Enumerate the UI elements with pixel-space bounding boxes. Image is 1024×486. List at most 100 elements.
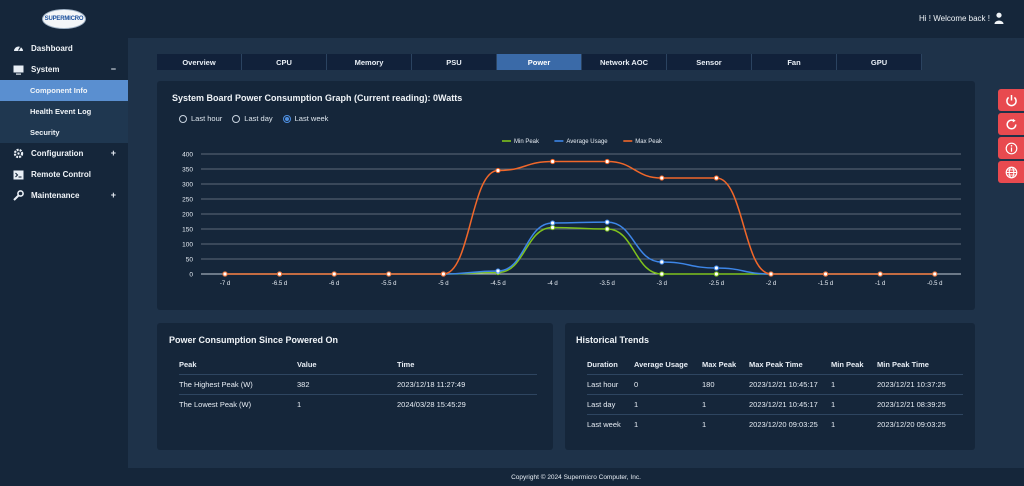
sidebar-item-health-event-log[interactable]: Health Event Log	[0, 101, 128, 122]
expand-icon[interactable]: +	[110, 190, 116, 200]
quick-actions	[996, 89, 1024, 185]
top-bar: SUPERMICRO Hi ! Welcome back !	[0, 0, 1024, 38]
column-header: Min Peak	[831, 359, 864, 369]
footer: Copyright © 2024 Supermicro Computer, In…	[128, 468, 1024, 486]
data-point	[331, 271, 337, 277]
table-cell: The Lowest Peak (W)	[179, 393, 297, 414]
x-tick-label: -0.5 d	[927, 281, 942, 287]
collapse-icon[interactable]: −	[110, 64, 116, 74]
y-tick-label: 0	[189, 272, 193, 279]
x-tick-label: -1 d	[875, 281, 885, 287]
table-cell: 1	[297, 393, 397, 414]
logo-text: SUPERMICRO	[44, 16, 84, 22]
component-tabs: Overview CPU Memory PSU Power Network AO…	[157, 54, 922, 70]
sidebar-item-label: Maintenance	[31, 191, 80, 200]
sidebar-item-configuration[interactable]: Configuration +	[0, 143, 128, 164]
language-button[interactable]	[998, 161, 1024, 183]
radio-last-day[interactable]: Last day	[232, 114, 273, 123]
y-tick-label: 150	[182, 227, 193, 234]
column-header: Time	[397, 359, 415, 369]
data-point	[659, 175, 665, 181]
user-icon[interactable]	[994, 12, 1004, 24]
dashboard-icon	[12, 43, 24, 55]
table-row: Last hour 0 180 2023/12/21 10:45:17 1 20…	[587, 373, 963, 394]
sidebar-item-remote-control[interactable]: Remote Control	[0, 164, 128, 185]
y-tick-label: 100	[182, 242, 193, 249]
column-header: Value	[297, 359, 317, 369]
refresh-button[interactable]	[998, 113, 1024, 135]
tab-power[interactable]: Power	[497, 54, 582, 70]
table-cell: 1	[702, 393, 749, 414]
data-point	[659, 259, 665, 265]
series-line	[225, 221, 935, 275]
y-tick-label: 50	[186, 257, 194, 264]
tab-overview[interactable]: Overview	[157, 54, 242, 70]
y-tick-label: 200	[182, 212, 193, 219]
tab-sensor[interactable]: Sensor	[667, 54, 752, 70]
data-point	[277, 271, 283, 277]
x-tick-label: -4.5 d	[490, 281, 505, 287]
wrench-icon	[12, 190, 24, 202]
power-consumption-chart: 0 50 100 150 200 250 300 350 400 -7 d -6.5 d -6 d -5…	[182, 139, 961, 287]
x-tick-label: -7 d	[220, 281, 230, 287]
column-header: Min Peak Time	[877, 359, 929, 369]
tab-psu[interactable]: PSU	[412, 54, 497, 70]
tab-gpu[interactable]: GPU	[837, 54, 922, 70]
table-row: The Highest Peak (W) 382 2023/12/18 11:2…	[179, 373, 537, 394]
table-cell: 2023/12/21 10:45:17	[749, 373, 831, 394]
legend-label: Average Usage	[566, 139, 608, 145]
radio-dot	[179, 114, 187, 123]
data-point	[386, 271, 392, 277]
column-header: Max Peak	[702, 359, 737, 369]
sidebar-item-dashboard[interactable]: Dashboard	[0, 38, 128, 59]
series-line	[225, 226, 935, 275]
data-point	[550, 158, 556, 165]
data-point	[550, 220, 556, 226]
sidebar-item-label: Dashboard	[31, 44, 73, 53]
table-cell: Last hour	[587, 373, 634, 394]
data-point	[495, 167, 501, 174]
sidebar-item-maintenance[interactable]: Maintenance +	[0, 185, 128, 206]
expand-icon[interactable]: +	[110, 148, 116, 158]
power-consumption-title: Power Consumption Since Powered On	[169, 335, 339, 345]
table-cell: 180	[702, 373, 749, 394]
sidebar: Dashboard System − Component Info Health…	[0, 38, 128, 486]
table-cell: 2023/12/20 09:03:25	[749, 413, 831, 434]
radio-last-week[interactable]: Last week	[282, 114, 329, 123]
info-button[interactable]	[998, 137, 1024, 159]
x-tick-label: -5.5 d	[381, 281, 396, 287]
supermicro-logo[interactable]: SUPERMICRO	[42, 9, 86, 29]
power-consumption-panel: Power Consumption Since Powered On Peak …	[157, 323, 553, 450]
sidebar-item-label: Configuration	[31, 149, 84, 158]
data-point	[550, 224, 556, 231]
tab-network-aoc[interactable]: Network AOC	[582, 54, 667, 70]
sidebar-item-component-info[interactable]: Component Info	[0, 80, 128, 101]
power-consumption-table: Peak Value Time The Highest Peak (W) 382…	[179, 355, 537, 414]
x-tick-label: -3 d	[657, 281, 667, 287]
power-icon	[1005, 94, 1017, 106]
data-point	[604, 226, 610, 232]
column-header: Max Peak Time	[749, 359, 803, 369]
column-header: Duration	[587, 359, 618, 369]
tab-fan[interactable]: Fan	[752, 54, 837, 70]
y-tick-label: 300	[182, 182, 193, 189]
power-button[interactable]	[998, 89, 1024, 111]
sidebar-item-system[interactable]: System −	[0, 59, 128, 80]
table-cell: 1	[634, 413, 702, 434]
historical-trends-table: Duration Average Usage Max Peak Max Peak…	[587, 355, 963, 434]
data-point	[932, 271, 938, 277]
sidebar-item-security[interactable]: Security	[0, 122, 128, 143]
radio-label: Last week	[294, 114, 329, 123]
tab-cpu[interactable]: CPU	[242, 54, 327, 70]
radio-dot	[282, 114, 291, 123]
data-point	[495, 268, 501, 274]
table-cell: 1	[831, 373, 877, 394]
radio-last-hour[interactable]: Last hour	[179, 114, 222, 123]
data-point	[440, 271, 446, 277]
legend-label: Min Peak	[514, 139, 540, 145]
time-range-selector: Last hour Last day Last week	[179, 114, 338, 123]
x-tick-label: -2 d	[766, 281, 776, 287]
table-cell: 2023/12/21 08:39:25	[877, 393, 963, 414]
tab-memory[interactable]: Memory	[327, 54, 412, 70]
table-cell: 2023/12/20 09:03:25	[877, 413, 963, 434]
